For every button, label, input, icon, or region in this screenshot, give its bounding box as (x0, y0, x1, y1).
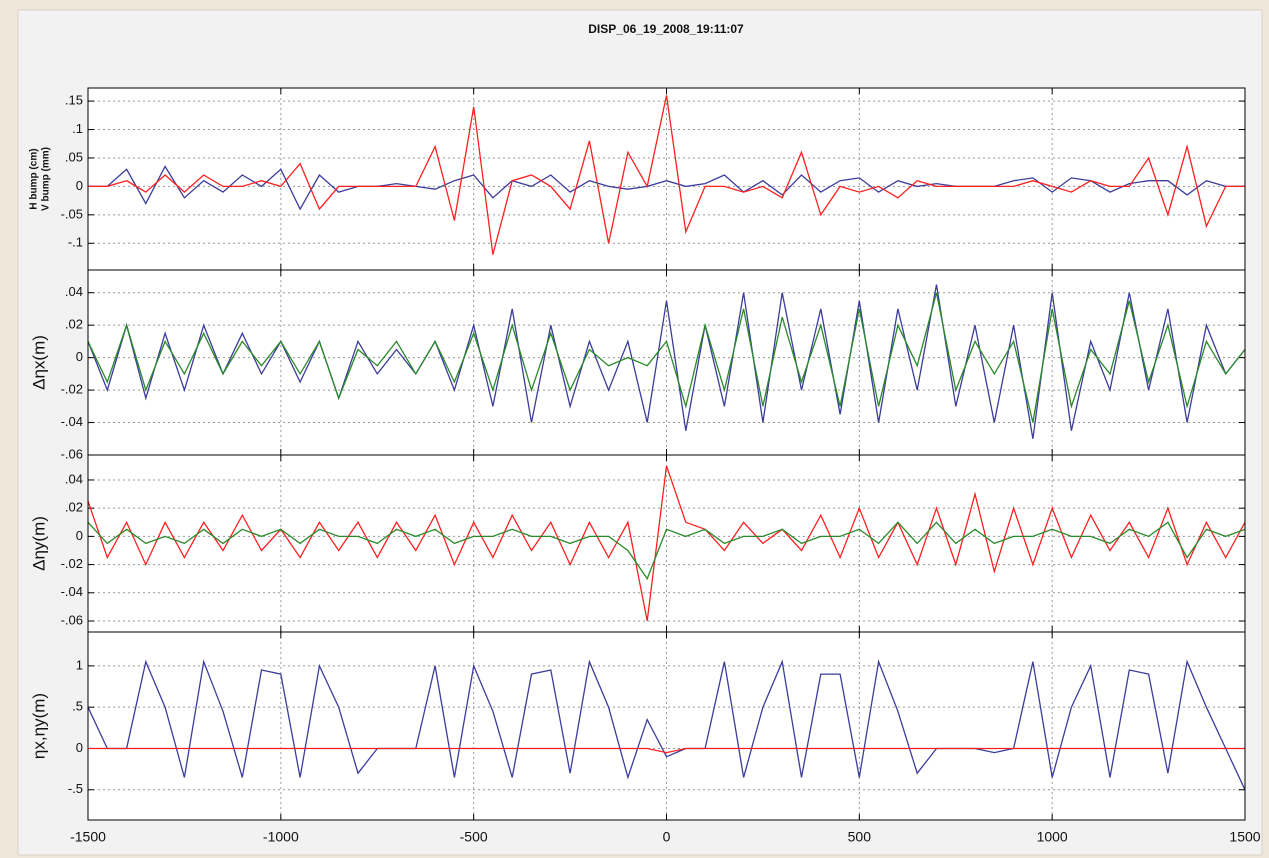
x-tick-label: 1000 (1037, 829, 1068, 845)
y-tick-label: 0 (76, 528, 83, 543)
y-tick-label: .02 (65, 317, 83, 332)
x-tick-label: -1000 (263, 829, 299, 845)
y-tick-label: -.1 (68, 235, 83, 250)
series-line (88, 292, 1245, 423)
y-tick-label: -.04 (61, 584, 83, 599)
x-tick-label: -500 (460, 829, 488, 845)
y-tick-label: 0 (76, 349, 83, 364)
y-tick-label: -.5 (68, 781, 83, 796)
x-tick-label: 1500 (1229, 829, 1260, 845)
y-tick-label: -.06 (61, 446, 83, 461)
y-tick-label: -.02 (61, 556, 83, 571)
y-tick-label: -.06 (61, 612, 83, 627)
y-axis-label: H bump (cm) (29, 148, 40, 209)
y-axis-label: ηx,ηy(m) (29, 693, 48, 759)
y-tick-label: .15 (65, 93, 83, 108)
chart-title: DISP_06_19_2008_19:11:07 (588, 22, 744, 36)
y-tick-label: -.05 (61, 206, 83, 221)
y-tick-label: 0 (76, 740, 83, 755)
series-group (88, 284, 1245, 439)
series-line (88, 165, 1245, 211)
series-line (88, 659, 1245, 791)
series-group (88, 465, 1245, 622)
y-tick-label: .04 (65, 284, 83, 299)
x-tick-label: 0 (663, 829, 671, 845)
y-axis-label: Δηy(m) (29, 516, 48, 571)
y-tick-label: .1 (72, 121, 83, 136)
y-tick-label: .02 (65, 500, 83, 515)
y-tick-label: -.02 (61, 382, 83, 397)
y-axis-label: V bump (mm) (41, 147, 52, 211)
x-tick-label: 500 (848, 829, 872, 845)
series-line (88, 521, 1245, 581)
series-line (88, 747, 1245, 754)
y-tick-label: 1 (76, 657, 83, 672)
plot-area (88, 632, 1245, 820)
y-tick-label: .04 (65, 471, 83, 486)
series-line (88, 95, 1245, 255)
series-group (88, 659, 1245, 791)
y-tick-label: .5 (72, 699, 83, 714)
y-tick-label: .05 (65, 149, 83, 164)
plot-frame (87, 631, 1246, 821)
plot-area (88, 455, 1245, 632)
series-group (88, 95, 1245, 255)
y-tick-label: -.04 (61, 414, 83, 429)
x-tick-label: -1500 (70, 829, 106, 845)
y-tick-label: 0 (76, 178, 83, 193)
y-axis-label: Δηx(m) (29, 335, 48, 390)
